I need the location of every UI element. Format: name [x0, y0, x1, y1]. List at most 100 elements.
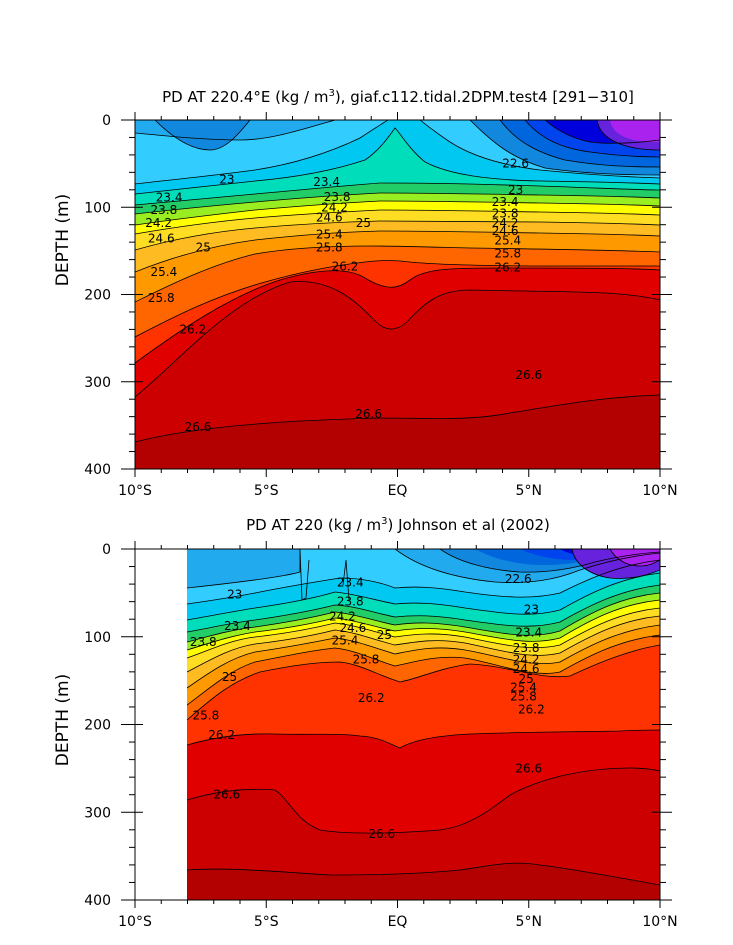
contour-label: 26.2 [208, 728, 235, 742]
contour-label: 25 [518, 672, 533, 686]
contour-line [394, 549, 660, 583]
contour-label: 23.4 [337, 575, 364, 589]
panel-bottom-fill [187, 549, 660, 900]
y-tick-label: 0 [102, 542, 111, 558]
x-tick-label: 10°N [642, 483, 677, 499]
contour-line [187, 644, 660, 721]
contour-label: 24.2 [329, 610, 356, 624]
contour-label: 24.6 [513, 662, 540, 676]
contour-label: 25.8 [193, 709, 220, 723]
contour-line [135, 281, 660, 398]
contour-label: 23 [219, 172, 234, 186]
contour-line [187, 572, 660, 621]
contour-label: 26.2 [179, 322, 206, 336]
contour-label: 24.6 [492, 224, 519, 238]
panel-bottom: PD AT 220 (kg / m3) Johnson et al (2002) [53, 516, 678, 930]
contour-label: 25.8 [316, 240, 343, 254]
contour-label: 25.4 [510, 681, 537, 695]
panel-top-title: PD AT 220.4°E (kg / m3), giaf.c112.tidal… [162, 88, 634, 106]
band-blue-2 [155, 120, 250, 150]
contour-label: 22.6 [502, 157, 529, 171]
panel-top-contour-labels: 2323.423.824.224.62525.425.826.226.623.4… [145, 157, 542, 434]
panel-top-ylabel: DEPTH (m) [53, 194, 73, 286]
contour-line [135, 182, 660, 206]
contour-line [469, 120, 660, 176]
contour-label: 24.6 [148, 232, 175, 246]
y-tick-label: 200 [84, 288, 111, 304]
contour-line [439, 549, 660, 573]
contour-line [342, 559, 350, 601]
contour-line [135, 245, 660, 303]
contour-line [135, 267, 660, 364]
contour-label: 25 [356, 216, 371, 230]
contour-label: 26.6 [515, 761, 542, 775]
x-tick-label: 5°N [516, 914, 542, 930]
contour-label: 23.8 [492, 206, 519, 220]
contour-label: 26.6 [355, 407, 382, 421]
contour-line [135, 260, 660, 338]
contour-label: 23.4 [156, 191, 183, 205]
contour-label: 24.2 [513, 653, 540, 667]
x-tick-label: 10°S [118, 914, 152, 930]
contour-label: 23 [524, 603, 539, 617]
y-tick-label: 400 [84, 893, 111, 909]
contour-line [187, 624, 660, 689]
contour-label: 23.4 [313, 175, 340, 189]
x-tick-label: 10°S [118, 483, 152, 499]
contour-label: 23.8 [324, 190, 351, 204]
y-tick-label: 100 [84, 200, 111, 216]
contour-label: 25.4 [332, 633, 359, 647]
contour-label: 23.8 [190, 635, 217, 649]
contour-line [135, 120, 389, 185]
contour-line [187, 862, 660, 886]
contour-label: 26.6 [368, 827, 395, 841]
y-tick-label: 100 [84, 630, 111, 646]
contour-label: 25.4 [151, 265, 178, 279]
contour-label: 25.8 [510, 689, 537, 703]
panel-bottom-ylabel: DEPTH (m) [53, 674, 73, 766]
contour-label: 24.2 [145, 216, 172, 230]
panel-bottom-axes: 10°S 5°S EQ 5°N 10°N 0 100 200 300 400 [84, 541, 678, 930]
panel-bottom-contours [187, 549, 660, 886]
contour-line [609, 549, 660, 567]
contour-line [187, 584, 660, 633]
panel-top: PD AT 220.4°E (kg / m3), giaf.c112.tidal… [53, 88, 678, 499]
contour-label: 24.2 [492, 216, 519, 230]
x-tick-label: 5°N [516, 483, 542, 499]
contour-label: 25.8 [148, 291, 175, 305]
contour-line [154, 120, 251, 151]
y-tick-label: 200 [84, 718, 111, 734]
band-blue-1 [187, 549, 300, 588]
contour-line [524, 120, 660, 158]
panel-top-axes: 10°S 5°S EQ 5°N 10°N 0 100 200 300 400 [84, 112, 678, 499]
contour-line [135, 394, 660, 443]
contour-label: 26.2 [518, 703, 545, 717]
contour-label: 25 [377, 628, 392, 642]
contour-label: 25.8 [494, 246, 521, 260]
contour-label: 25.4 [316, 227, 343, 241]
contour-label: 25.4 [494, 233, 521, 247]
contour-label: 23.8 [513, 641, 540, 655]
y-tick-label: 300 [84, 375, 111, 391]
contour-line [187, 615, 660, 673]
y-tick-label: 0 [102, 113, 111, 129]
panel-top-fill [135, 120, 660, 469]
contour-line [187, 549, 301, 589]
contour-line [187, 767, 660, 834]
contour-line [187, 592, 660, 643]
contour-label: 26.6 [515, 368, 542, 382]
panel-top-contours [135, 120, 660, 443]
x-tick-label: 5°S [254, 914, 279, 930]
x-tick-label: 5°S [254, 483, 279, 499]
contour-label: 23.8 [151, 203, 178, 217]
contour-label: 23 [227, 588, 242, 602]
contour-line [135, 127, 660, 195]
contour-label: 24.2 [321, 200, 348, 214]
contour-line [187, 729, 660, 749]
contour-line [135, 192, 660, 215]
panel-bottom-title: PD AT 220 (kg / m3) Johnson et al (2002) [246, 516, 550, 534]
contour-line [135, 230, 660, 273]
contour-label: 24.6 [340, 621, 367, 635]
contour-label: 23 [508, 183, 523, 197]
contour-label: 26.2 [494, 260, 521, 274]
